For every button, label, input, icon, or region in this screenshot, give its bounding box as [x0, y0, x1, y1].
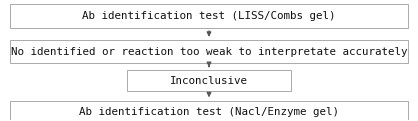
FancyBboxPatch shape	[127, 70, 291, 91]
Text: Ab identification test (LISS/Combs gel): Ab identification test (LISS/Combs gel)	[82, 11, 336, 21]
FancyBboxPatch shape	[10, 40, 408, 63]
Text: Inconclusive: Inconclusive	[170, 76, 248, 86]
FancyBboxPatch shape	[10, 101, 408, 121]
Text: Ab identification test (Nacl/Enzyme gel): Ab identification test (Nacl/Enzyme gel)	[79, 107, 339, 117]
FancyBboxPatch shape	[10, 4, 408, 28]
Text: No identified or reaction too weak to interpretate accurately: No identified or reaction too weak to in…	[11, 47, 407, 57]
